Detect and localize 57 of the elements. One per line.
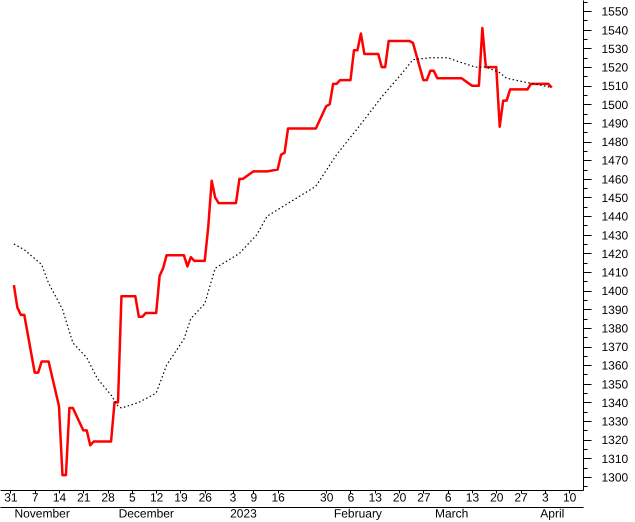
y-tick-label: 1490 [602,116,629,130]
x-tick-label: 6 [348,490,355,504]
y-tick-label: 1550 [602,4,629,19]
y-tick-label: 1510 [602,79,629,94]
y-tick-label: 1430 [602,228,629,242]
y-tick-label: 1480 [602,135,629,150]
x2-tick-label: April [540,506,564,520]
y-tick-label: 1470 [602,154,629,168]
x-tick-label: 6 [444,490,452,504]
x-tick-label: 13 [368,490,382,504]
y-tick-label: 1520 [602,60,629,75]
y-tick-label: 1400 [602,284,629,298]
x-tick-label: 5 [129,490,136,504]
y-tick-label: 1500 [602,98,629,112]
x-tick-label: 20 [392,490,407,504]
line-series [12,26,554,476]
x-tick-label: 14 [52,490,66,504]
y-tick-label: 1420 [602,246,629,261]
x-tick-label: 9 [250,490,258,504]
x2-tick-label: March [434,506,468,520]
y-tick-label: 1350 [602,377,629,392]
y-tick-label: 1530 [602,42,629,56]
x-tick-label: 21 [77,490,91,504]
y-tick-label: 1380 [602,321,629,336]
x-tick-label: 19 [174,490,188,504]
y-tick-label: 1320 [602,433,629,448]
x-tick-label: 20 [490,490,504,504]
x-tick-label: 27 [514,490,528,504]
x-tick-label: 10 [562,490,577,504]
y-tick-label: 1440 [602,210,629,224]
x-tick-label: 7 [32,490,39,504]
x2-tick-label: 2023 [230,506,258,520]
y-tick-label: 1540 [602,23,629,38]
y-tick-label: 1450 [602,190,629,205]
y-tick-label: 1370 [602,340,629,354]
y-tick-label: 1310 [602,452,629,466]
y-tick-label: 1340 [602,396,629,410]
y-tick-label: 1360 [602,358,629,373]
x-tick-label: 31 [4,490,18,504]
y-tick-label: 1330 [602,414,629,429]
x-tick-label: 13 [466,490,480,504]
x2-tick-label: February [334,506,382,520]
line-series [13,57,552,409]
x-tick-label: 27 [417,490,431,504]
x2-tick-label: December [118,506,174,520]
x-tick-label: 26 [198,490,212,504]
x-tick-label: 3 [542,490,549,504]
x-tick-label: 3 [230,490,237,504]
y-tick-label: 1460 [602,172,629,186]
y-tick-label: 1390 [602,302,629,317]
y-tick-label: 1410 [602,266,629,280]
x-tick-label: 16 [271,490,286,504]
x-tick-label: 12 [150,490,164,504]
y-tick-label: 1300 [602,470,629,484]
x-tick-label: 30 [320,490,334,504]
x-tick-label: 28 [101,490,116,504]
x2-tick-label: November [14,506,70,520]
